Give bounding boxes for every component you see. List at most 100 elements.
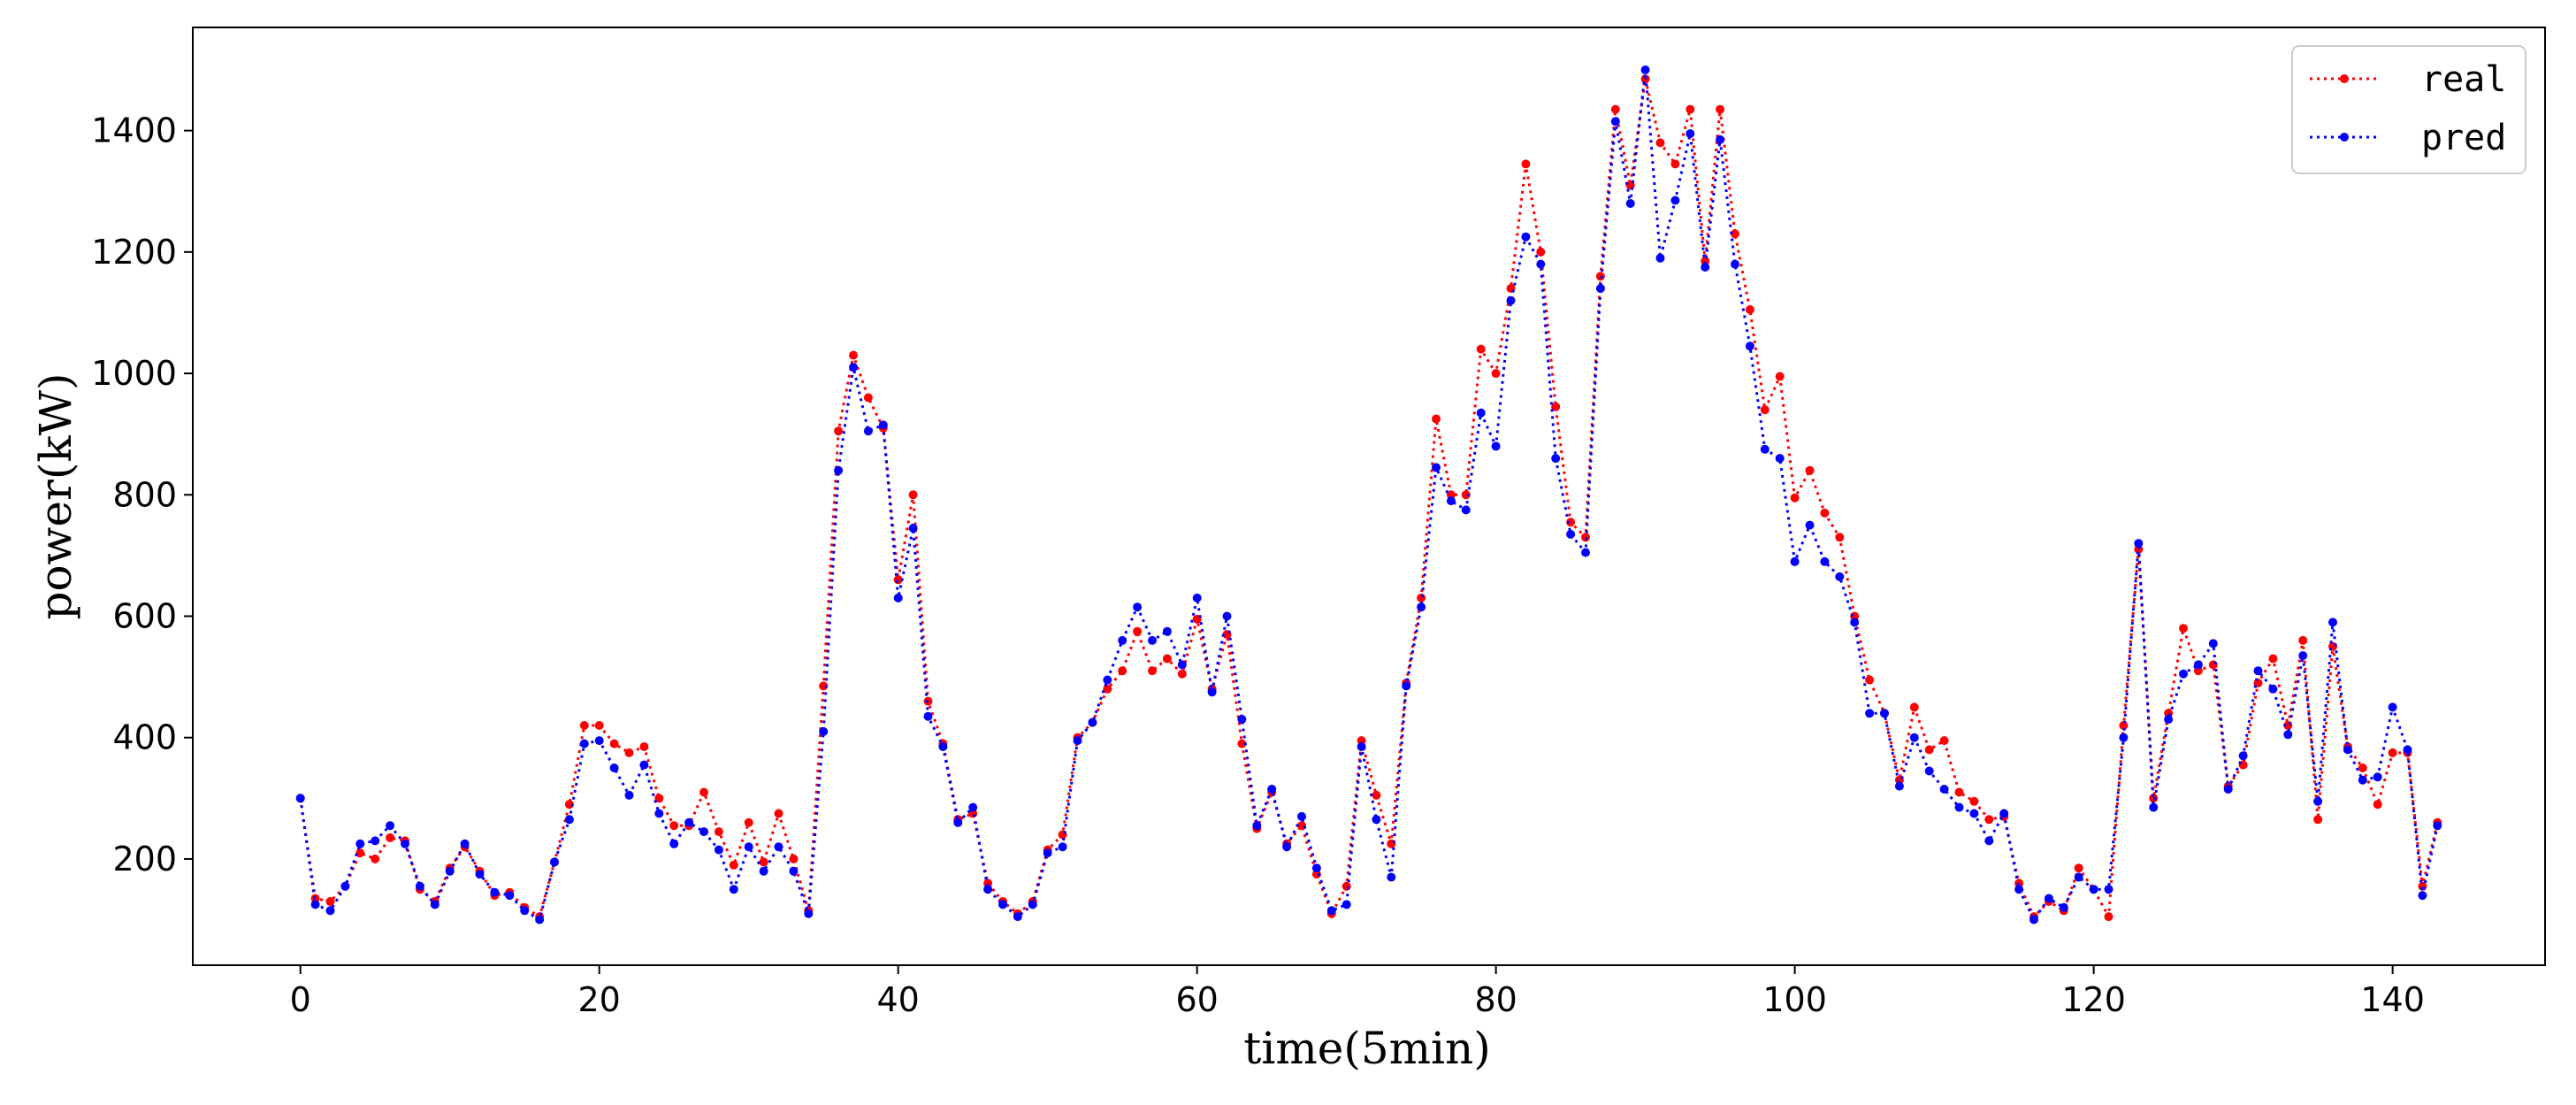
data-point-real [1745,305,1754,314]
data-point-pred [714,845,723,855]
data-point-pred [849,363,858,372]
data-point-real [1551,402,1561,411]
data-point-real [1566,518,1576,527]
data-point-real [1716,104,1725,114]
x-tick-label: 0 [290,980,311,1019]
data-point-pred [2029,915,2038,925]
data-point-real [819,681,829,691]
data-point-real [1731,229,1739,239]
data-point-pred [2433,821,2442,831]
data-point-pred [415,881,424,891]
data-point-pred [1446,496,1456,506]
data-point-pred [2388,702,2397,712]
data-point-real [654,794,664,803]
data-point-pred [1073,736,1082,746]
data-point-pred [460,839,470,848]
data-point-pred [1177,660,1187,670]
data-point-real [594,721,604,730]
data-point-pred [819,726,829,736]
data-point-pred [908,524,918,533]
data-point-real [1790,493,1800,503]
plot-area [192,27,2546,966]
data-point-real [1357,736,1366,746]
data-point-pred [774,842,784,852]
data-point-pred [2193,660,2203,670]
data-point-pred [535,915,545,925]
data-point-pred [2358,775,2367,785]
data-point-real [2313,815,2323,825]
data-point-real [1476,344,1486,354]
data-point-pred [729,885,738,894]
data-point-pred [1088,717,1097,727]
data-point-pred [579,739,589,748]
data-point-real [2104,912,2114,922]
data-point-real [714,827,723,837]
data-point-pred [2268,684,2278,694]
data-point-real [774,809,784,818]
data-point-real [849,350,858,360]
data-point-real [609,739,619,748]
data-point-real [1939,736,1949,746]
data-point-pred [624,790,634,800]
data-point-real [1148,666,1157,676]
data-point-pred [834,465,844,475]
data-point-pred [1207,687,1217,697]
data-point-pred [998,900,1007,909]
data-point-pred [1311,863,1321,873]
data-point-real [1685,104,1695,114]
data-point-pred [325,906,335,916]
data-point-pred [520,906,530,916]
y-tick-label: 1200 [91,233,177,272]
data-point-real [1521,159,1531,169]
data-point-pred [1192,593,1202,602]
data-point-real [908,490,918,500]
data-point-pred [699,827,708,837]
data-point-pred [2179,669,2188,679]
data-point-real [759,857,768,867]
data-point-pred [1432,463,1441,472]
data-point-real [1954,787,1964,797]
data-point-real [1969,796,1979,806]
data-point-pred [878,420,888,430]
data-point-real [2074,863,2083,873]
data-point-pred [310,900,320,909]
y-tick-label: 600 [112,597,177,636]
legend: real pred [2291,45,2526,174]
data-point-pred [1865,709,1875,718]
y-tick-label: 1400 [91,111,177,150]
data-point-pred [1476,408,1486,418]
data-point-pred [1491,441,1501,451]
data-point-real [639,742,649,751]
data-point-pred [1387,872,1396,882]
data-point-pred [1252,821,1262,831]
data-point-real [669,821,679,831]
data-point-real [564,800,574,810]
data-point-pred [2253,666,2263,676]
data-point-pred [340,881,350,891]
data-point-pred [2149,802,2159,812]
data-point-pred [2059,902,2068,912]
data-point-pred [371,836,380,846]
data-point-pred [1342,900,1351,909]
data-point-pred [1326,906,1336,916]
data-point-pred [550,857,559,867]
data-point-pred [1297,811,1306,821]
x-tick-label: 60 [1175,980,1218,1019]
data-point-pred [923,711,933,721]
data-point-real [1670,159,1680,169]
data-point-real [1311,870,1321,879]
data-point-pred [609,764,619,772]
data-point-pred [2044,894,2053,903]
data-point-pred [1162,626,1172,636]
data-point-real [1924,745,1934,755]
data-point-pred [1372,815,1381,825]
data-point-pred [401,839,409,848]
data-point-pred [1595,284,1605,293]
data-point-real [1118,666,1127,676]
data-point-pred [1521,232,1531,242]
data-point-pred [2238,751,2248,761]
data-point-pred [968,802,978,812]
legend-box [2291,45,2526,174]
data-point-real [1237,739,1247,748]
